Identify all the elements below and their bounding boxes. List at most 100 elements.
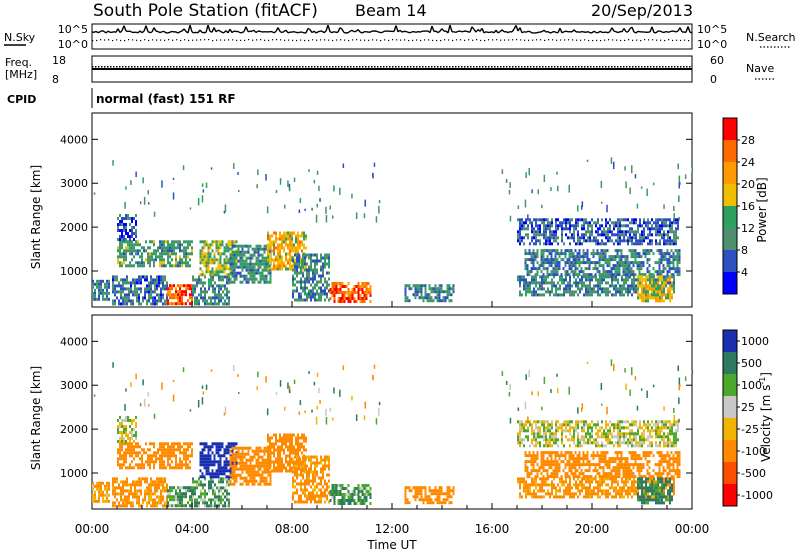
heatmap-cell [169,495,171,499]
heatmap-cell [563,281,565,285]
heatmap-cell [672,255,675,259]
heatmap-cell [202,492,204,496]
freq-dot [101,66,103,68]
heatmap-cell [610,267,613,271]
heatmap-cell [347,291,350,294]
heatmap-cell [118,290,120,294]
heatmap-cell [114,284,116,288]
heatmap-cell [196,504,198,508]
heatmap-cell [263,458,266,462]
freq-dot [281,66,283,68]
colorbar-tick-label: 28 [741,134,755,147]
nsearch-dot [596,39,598,41]
heatmap-cell [243,277,246,281]
heatmap-cell [312,286,314,290]
heatmap-cell [587,287,589,291]
heatmap-cell [123,463,125,467]
heatmap-cell [634,273,637,277]
heatmap-cell [133,466,135,470]
heatmap-cell [591,227,593,231]
heatmap-speckle [378,205,380,214]
heatmap-cell [663,290,665,294]
heatmap-cell [235,458,238,462]
heatmap-cell [181,466,183,470]
heatmap-cell [563,290,565,294]
heatmap-cell [651,275,653,279]
heatmap-cell [592,249,595,253]
heatmap-cell [137,249,139,253]
heatmap-cell [277,249,279,253]
heatmap-cell [626,258,629,262]
heatmap-cell [635,221,637,225]
heatmap-cell [647,227,649,231]
heatmap-cell [583,227,585,231]
heatmap-cell [134,495,136,499]
heatmap-cell [565,290,567,294]
heatmap-cell [365,288,368,291]
heatmap-cell [267,261,269,265]
heatmap-cell [169,243,171,247]
freq-dot [515,66,517,68]
heatmap-cell [210,299,212,303]
heatmap-cell [220,486,222,490]
heatmap-cell [181,486,183,490]
heatmap-cell [341,291,344,294]
heatmap-cell [300,292,302,296]
heatmap-cell [227,249,230,253]
heatmap-cell [324,259,326,263]
heatmap-cell [219,457,222,461]
heatmap-cell [175,457,177,461]
heatmap-cell [647,224,649,228]
heatmap-cell [123,252,125,256]
nsky-trace [617,31,621,34]
heatmap-cell [112,290,114,294]
heatmap-cell [312,274,314,278]
heatmap-cell [579,290,581,294]
heatmap-cell [629,284,631,288]
heatmap-cell [153,264,155,268]
heatmap-cell [243,461,246,465]
nsky-trace [665,30,669,33]
heatmap-cell [139,445,141,449]
heatmap-cell [614,249,617,253]
heatmap-cell [126,299,128,303]
heatmap-cell [228,498,230,502]
heatmap-cell [220,498,222,502]
heatmap-cell [666,270,669,274]
heatmap-cell [183,457,185,461]
heatmap-cell [277,243,279,247]
heatmap-cell [129,229,131,232]
heatmap-cell [108,297,110,301]
heatmap-cell [668,258,671,262]
heatmap-cell [161,466,163,470]
heatmap-cell [310,295,312,299]
heatmap-cell [121,463,123,467]
heatmap-cell [179,498,181,502]
nsky-label: N.Sky [4,31,36,44]
heatmap-cell [587,284,589,288]
heatmap-cell [259,271,262,275]
heatmap-cell [241,464,244,468]
heatmap-cell [229,267,232,271]
heatmap-cell [156,477,158,481]
heatmap-cell [572,261,575,265]
heatmap-cell [217,442,220,446]
heatmap-cell [171,284,173,288]
heatmap-cell [541,218,543,222]
heatmap-cell [578,255,581,259]
heatmap-cell [540,270,543,274]
heatmap-cell [128,299,130,303]
heatmap-cell [249,473,252,477]
heatmap-cell [269,246,271,250]
freq-dot [608,66,610,68]
heatmap-cell [611,281,613,285]
heatmap-cell [158,477,160,481]
heatmap-cell [517,239,519,243]
heatmap-cell [601,239,603,243]
heatmap-cell [179,460,181,464]
heatmap-cell [404,290,407,294]
sky-panel-frame [91,23,693,50]
heatmap-cell [420,284,423,288]
heatmap-cell [659,275,661,279]
freq-dot [239,66,241,68]
